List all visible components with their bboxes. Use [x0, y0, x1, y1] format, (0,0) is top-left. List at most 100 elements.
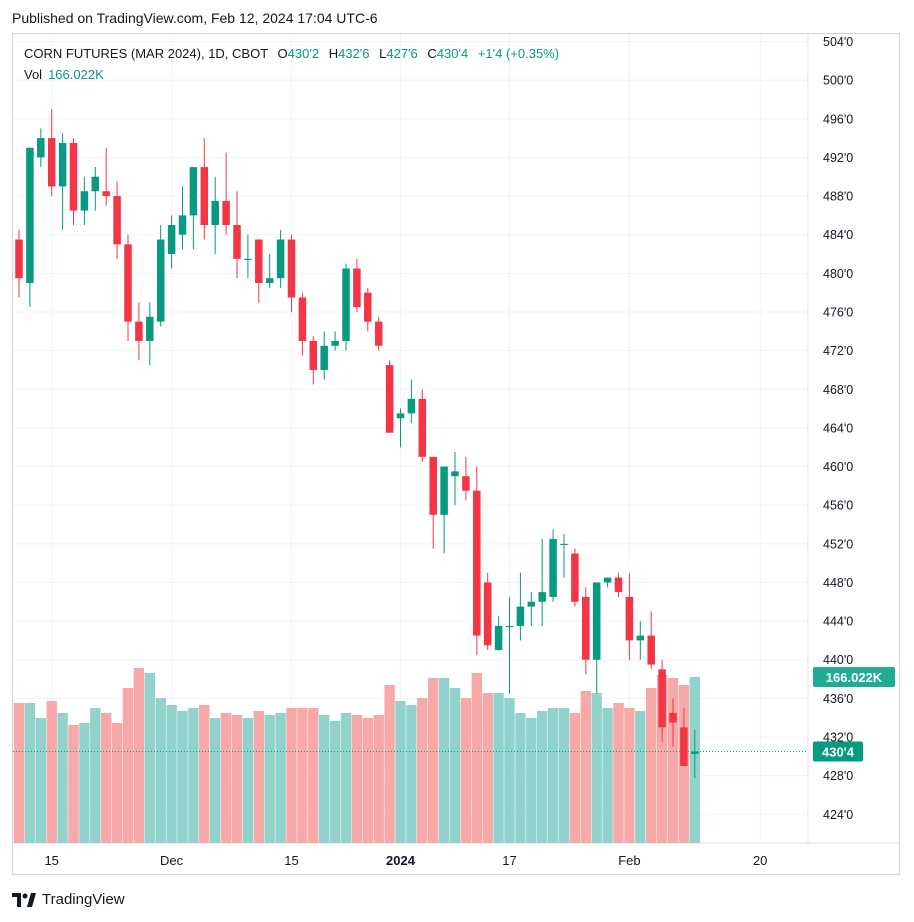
- candle-body: [374, 321, 383, 346]
- candle: [156, 225, 165, 327]
- candle-body: [156, 239, 165, 322]
- candle-body: [451, 471, 459, 477]
- candle-body: [15, 239, 23, 279]
- volume-bar: [471, 673, 482, 843]
- candle-body: [636, 635, 645, 641]
- low-label: L: [379, 46, 387, 61]
- candle: [146, 302, 154, 366]
- candle: [47, 109, 56, 197]
- candle: [473, 466, 481, 655]
- candle: [560, 534, 568, 578]
- candle-body: [124, 244, 132, 322]
- candle-body: [669, 712, 677, 723]
- tradingview-logo-icon: [12, 892, 36, 907]
- volume-bar: [460, 698, 472, 843]
- volume-label: Vol: [24, 67, 43, 82]
- x-tick-label: 17: [502, 853, 516, 868]
- candle: [80, 176, 89, 226]
- candle: [320, 331, 328, 380]
- candle: [625, 572, 634, 660]
- candle-body: [527, 601, 536, 607]
- candle-body: [571, 553, 579, 602]
- volume-bar: [373, 715, 384, 843]
- volume-bar: [667, 678, 679, 843]
- volume-bar: [646, 688, 657, 843]
- y-tick-label: 452'0: [823, 537, 853, 551]
- candle-body: [538, 592, 546, 602]
- y-tick-label: 444'0: [823, 615, 853, 629]
- y-tick-label: 468'0: [823, 383, 853, 397]
- volume-bar: [177, 711, 188, 843]
- volume-bar: [482, 693, 493, 843]
- candle: [124, 234, 132, 341]
- candle: [178, 186, 187, 250]
- x-tick-label: 20: [753, 853, 767, 868]
- y-tick-label: 472'0: [823, 344, 853, 358]
- volume-bar: [329, 721, 341, 843]
- volume-bar: [362, 718, 373, 843]
- y-tick-label: 460'0: [823, 460, 853, 474]
- candle-body: [658, 669, 666, 728]
- candle: [287, 234, 296, 312]
- candle-body: [625, 596, 634, 641]
- candle: [658, 659, 666, 742]
- volume-bar: [242, 718, 254, 843]
- candle: [167, 215, 176, 269]
- volume-bar: [79, 723, 90, 843]
- low-value: 427'6: [386, 46, 418, 61]
- candle: [549, 529, 557, 602]
- candle: [614, 572, 623, 597]
- candle-body: [549, 538, 557, 597]
- candle: [527, 592, 536, 626]
- candle-body: [396, 413, 405, 419]
- y-tick-label: 504'0: [823, 35, 853, 49]
- candles: [15, 109, 699, 779]
- volume-bar: [155, 698, 166, 843]
- y-tick-label: 440'0: [823, 653, 853, 667]
- candle: [265, 254, 274, 288]
- candle: [331, 331, 339, 351]
- candle: [516, 572, 525, 641]
- x-tick-label: Dec: [160, 853, 184, 868]
- volume-bar: [101, 713, 112, 843]
- y-tick-label: 436'0: [823, 692, 853, 706]
- close-label: C: [427, 46, 437, 61]
- volume-bar: [613, 703, 624, 843]
- candle: [582, 587, 590, 675]
- volume-bar: [253, 711, 264, 843]
- candle: [636, 621, 645, 660]
- candle-body: [483, 582, 492, 646]
- volume-bar: [264, 715, 275, 843]
- candle: [276, 229, 285, 288]
- symbol-legend: CORN FUTURES (MAR 2024), 1D, CBOT O430'2…: [24, 46, 559, 61]
- candle-body: [440, 466, 448, 515]
- volume-bar: [602, 708, 613, 843]
- candle-body: [200, 167, 209, 226]
- candle: [538, 538, 546, 626]
- volume-legend: Vol 166.022K: [24, 67, 104, 82]
- volume-bar: [13, 703, 25, 843]
- volume-bar: [231, 715, 243, 843]
- volume-bar: [406, 705, 417, 843]
- time-axis: 15 Dec 15 2024 17 Feb 20: [44, 853, 767, 868]
- candle-body: [244, 258, 252, 261]
- y-tick-label: 456'0: [823, 499, 853, 513]
- last-price-label-bg: [813, 741, 863, 762]
- x-tick-label: Feb: [618, 853, 640, 868]
- candle: [429, 456, 437, 549]
- footer: TradingView: [12, 891, 125, 908]
- volume-bar: [275, 713, 286, 843]
- candle-body: [592, 582, 601, 660]
- y-tick-label: 476'0: [823, 305, 853, 319]
- x-tick-label: 15: [44, 853, 58, 868]
- volume-bar: [438, 678, 450, 843]
- candle: [298, 292, 307, 356]
- y-tick-label: 480'0: [823, 267, 853, 281]
- volume-bar: [210, 718, 221, 843]
- candle: [440, 466, 448, 554]
- candle: [37, 128, 45, 168]
- volume-bar: [537, 711, 548, 843]
- candle: [342, 263, 350, 351]
- published-caption: Published on TradingView.com, Feb 12, 20…: [12, 10, 378, 26]
